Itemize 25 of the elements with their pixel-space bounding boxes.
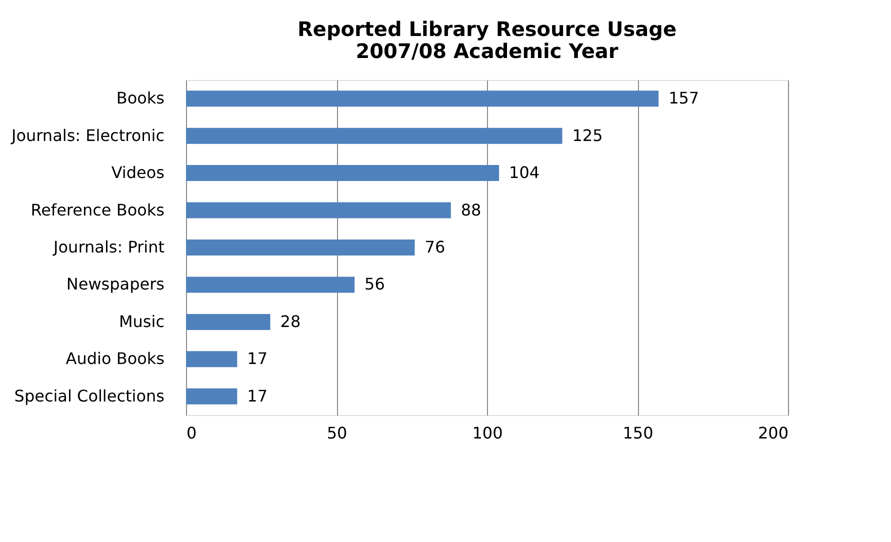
y-tick-label: Music — [118, 312, 164, 331]
x-tick-label: 150 — [622, 424, 654, 442]
data-label: 17 — [247, 349, 268, 368]
y-tick-label: Reference Books — [30, 200, 164, 220]
data-label: 88 — [460, 200, 482, 220]
data-label: 76 — [424, 238, 446, 256]
y-tick-label: Special Collections — [14, 386, 164, 406]
y-tick-label: Journals: Print — [52, 238, 164, 256]
data-label: 104 — [509, 163, 540, 182]
x-tick-label: 100 — [472, 424, 503, 442]
x-tick-label: 200 — [758, 424, 788, 442]
y-tick-label: Newspapers — [66, 274, 164, 294]
data-label: 17 — [247, 386, 268, 406]
y-tick-label: Journals: Electronic — [10, 126, 164, 145]
data-label: 125 — [572, 126, 603, 145]
text: Reported Library Resource Usage — [297, 17, 677, 41]
data-label: 56 — [364, 274, 385, 294]
y-tick-label: Audio Books — [66, 349, 164, 368]
y-tick-label: Videos — [111, 163, 164, 182]
data-label: 157 — [668, 88, 700, 108]
x-tick-label: 0 — [186, 424, 197, 442]
text: 2007/08 Academic Year — [356, 39, 618, 63]
x-tick-label: 50 — [326, 424, 348, 442]
data-label: 28 — [280, 312, 301, 331]
y-tick-label: Books — [116, 88, 164, 108]
